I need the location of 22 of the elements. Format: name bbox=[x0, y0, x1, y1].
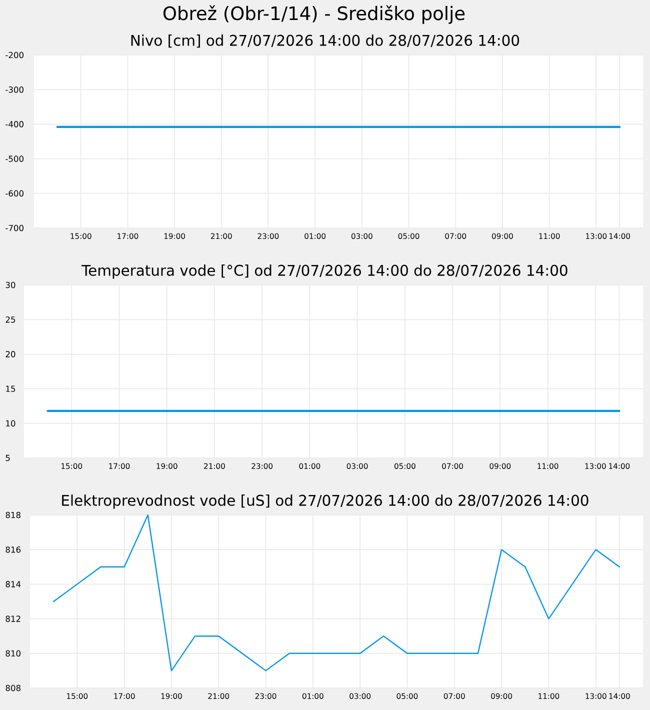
y-tick-label: 15 bbox=[6, 386, 16, 392]
chart-subtitle: Nivo [cm] od 27/07/2026 14:00 do 28/07/2026 14:00 bbox=[131, 34, 520, 48]
y-tick-label: -700 bbox=[6, 224, 24, 232]
y-tick-label: 812 bbox=[6, 616, 20, 622]
y-tick-label: 30 bbox=[6, 282, 16, 288]
y-tick-label: 25 bbox=[6, 316, 16, 323]
y-tick-label: 816 bbox=[6, 546, 21, 553]
chart-title: Obrež (Obr-1/14) - Središko polje bbox=[163, 5, 465, 24]
y-tick-label: 814 bbox=[6, 581, 21, 588]
y-tick-label: 10 bbox=[6, 420, 16, 427]
chart-title: Elektroprevodnost vode [uS] od 27/07/2026 14:00 do 28/07/2026 14:00 bbox=[62, 494, 588, 509]
y-tick-label: -300 bbox=[6, 86, 24, 93]
y-tick-label: 808 bbox=[6, 684, 20, 692]
y-tick-label: 818 bbox=[6, 512, 20, 518]
y-tick-label: 810 bbox=[6, 650, 20, 657]
y-tick-label: 20 bbox=[6, 351, 16, 358]
y-tick-label: -500 bbox=[6, 156, 24, 162]
chart-title: Temperatura vode [°C] od 27/07/2026 14:00 do 28/07/2026 14:00 bbox=[82, 264, 568, 279]
y-tick-label: -200 bbox=[6, 52, 24, 58]
y-tick-label: -400 bbox=[6, 121, 24, 128]
y-tick-label: 5 bbox=[6, 454, 10, 462]
y-tick-label: -600 bbox=[6, 190, 24, 197]
